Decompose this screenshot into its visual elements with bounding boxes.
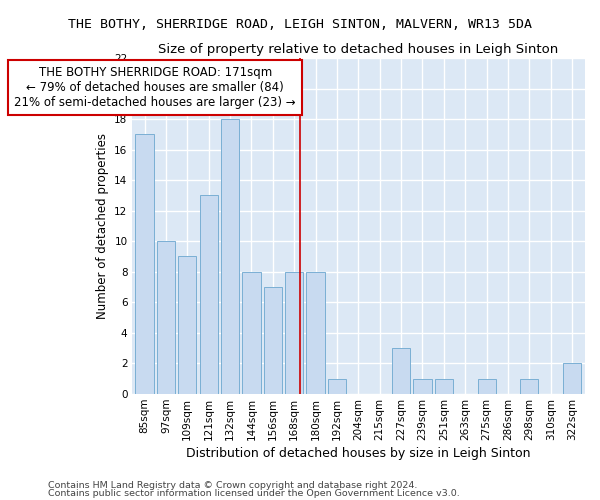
Bar — [157, 241, 175, 394]
Y-axis label: Number of detached properties: Number of detached properties — [96, 133, 109, 319]
Text: Contains public sector information licensed under the Open Government Licence v3: Contains public sector information licen… — [48, 489, 460, 498]
X-axis label: Distribution of detached houses by size in Leigh Sinton: Distribution of detached houses by size … — [186, 447, 530, 460]
Bar — [242, 272, 260, 394]
Bar — [307, 272, 325, 394]
Bar — [478, 378, 496, 394]
Text: Contains HM Land Registry data © Crown copyright and database right 2024.: Contains HM Land Registry data © Crown c… — [48, 480, 418, 490]
Text: THE BOTHY, SHERRIDGE ROAD, LEIGH SINTON, MALVERN, WR13 5DA: THE BOTHY, SHERRIDGE ROAD, LEIGH SINTON,… — [68, 18, 532, 30]
Bar — [136, 134, 154, 394]
Bar — [435, 378, 453, 394]
Bar — [264, 287, 282, 394]
Bar — [221, 119, 239, 394]
Bar — [200, 196, 218, 394]
Bar — [178, 256, 196, 394]
Bar — [563, 363, 581, 394]
Bar — [392, 348, 410, 394]
Title: Size of property relative to detached houses in Leigh Sinton: Size of property relative to detached ho… — [158, 42, 559, 56]
Bar — [520, 378, 538, 394]
Bar — [328, 378, 346, 394]
Bar — [285, 272, 303, 394]
Bar — [413, 378, 431, 394]
Text: THE BOTHY SHERRIDGE ROAD: 171sqm
← 79% of detached houses are smaller (84)
21% o: THE BOTHY SHERRIDGE ROAD: 171sqm ← 79% o… — [14, 66, 296, 108]
